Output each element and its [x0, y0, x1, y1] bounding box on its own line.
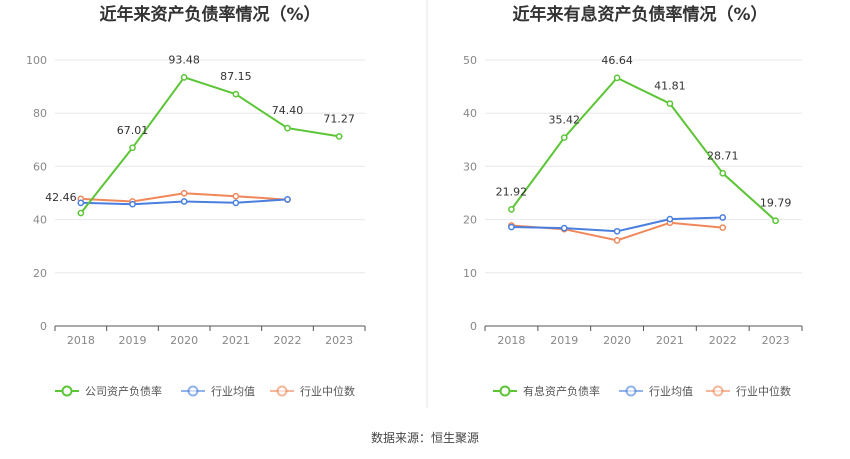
chart1-series-0-point	[77, 209, 85, 217]
chart1-legend-label[interactable]: 公司资产负债率	[85, 384, 162, 398]
chart2-legend-marker[interactable]	[499, 385, 511, 397]
chart2-series-1-point	[560, 224, 568, 232]
chart1-x-tick-label: 2022	[274, 334, 302, 347]
chart2-series-1-point	[613, 227, 621, 235]
chart1-legend-label[interactable]: 行业均值	[211, 385, 255, 398]
chart2-y-tick-label: 30	[463, 160, 477, 173]
chart2-x-tick-label: 2018	[497, 334, 525, 347]
chart1-series-0-point	[129, 144, 136, 152]
chart1-data-label: 42.46	[45, 191, 77, 204]
chart1-series-2-point	[232, 192, 240, 200]
chart2-series-2-point	[719, 224, 727, 231]
chart2-series-1-point	[508, 223, 515, 231]
chart1-data-label: 74.40	[272, 104, 304, 117]
chart2-legend-label[interactable]: 行业均值	[649, 385, 693, 398]
chart2-y-tick-label: 20	[463, 214, 477, 227]
chart1-x-tick-label: 2020	[170, 334, 198, 347]
chart2-series-0-point	[508, 206, 515, 213]
chart2-x-tick-label: 2020	[603, 334, 631, 347]
chart2-series-line-0	[510, 76, 777, 222]
chart2-x-tick-label: 2021	[656, 334, 684, 347]
chart1-y-tick-label: 0	[40, 320, 47, 333]
chart2-series-2-point	[613, 236, 621, 244]
chart2-series-0-point	[719, 169, 727, 177]
chart1-data-label: 67.01	[117, 124, 149, 137]
chart2-x-tick-label: 2023	[762, 334, 790, 347]
chart2-title: 近年来有息资产负债率情况（%）	[512, 4, 767, 25]
chart1-series-line-0	[80, 76, 340, 214]
chart2-y-tick-label: 50	[463, 54, 477, 67]
chart1-legend-marker[interactable]	[276, 385, 288, 397]
chart1-series-0-point	[284, 124, 291, 132]
chart1-series-0-point	[180, 73, 188, 81]
chart1-x-tick-label: 2023	[325, 334, 353, 347]
chart2-legend-label[interactable]: 行业中位数	[736, 384, 791, 398]
chart1-data-label: 93.48	[168, 53, 200, 66]
chart1-y-tick-label: 60	[33, 160, 47, 173]
chart2-data-label: 28.71	[707, 149, 739, 162]
chart2-x-tick-label: 2019	[550, 334, 578, 347]
chart1-legend-marker[interactable]	[187, 385, 199, 397]
chart2-legend-marker[interactable]	[625, 385, 637, 397]
chart2-series-0-point	[613, 74, 621, 82]
chart1-series-1-point	[284, 196, 291, 203]
chart2-series-1-point	[666, 215, 674, 223]
chart1-legend-label[interactable]: 行业中位数	[300, 384, 355, 398]
chart2-y-tick-label: 10	[463, 267, 477, 280]
chart1-y-tick-label: 40	[33, 214, 47, 227]
chart1-series-0-point	[335, 133, 343, 140]
chart1-y-tick-label: 80	[33, 107, 47, 120]
chart2-data-label: 19.79	[760, 197, 792, 210]
chart2-x-tick-label: 2022	[709, 334, 737, 347]
chart1-data-label: 71.27	[323, 112, 355, 125]
chart2-data-label: 41.81	[654, 80, 686, 93]
chart2-series-0-point	[772, 217, 779, 225]
chart2-data-label: 46.64	[601, 54, 633, 67]
chart1-series-1-point	[180, 198, 188, 205]
source-note: 数据来源：恒生聚源	[370, 431, 479, 445]
chart2-series-0-point	[666, 100, 674, 107]
chart1-y-tick-label: 20	[33, 267, 47, 280]
chart2-data-label: 21.92	[496, 185, 528, 198]
chart2-series-1-point	[719, 214, 727, 221]
chart1-legend-marker[interactable]	[61, 385, 73, 397]
chart1-series-0-point	[232, 90, 240, 98]
chart1-data-label: 87.15	[220, 70, 252, 83]
chart2-y-tick-label: 40	[463, 107, 477, 120]
chart1-series-2-point	[180, 189, 188, 197]
chart1-series-1-point	[232, 199, 240, 207]
chart1-series-1-point	[129, 200, 136, 208]
chart1-title: 近年来资产负债率情况（%）	[99, 4, 320, 25]
chart1-x-tick-label: 2019	[119, 334, 147, 347]
chart2-legend-marker[interactable]	[712, 385, 724, 397]
chart2-legend-label[interactable]: 有息资产负债率	[523, 384, 600, 398]
chart2-y-tick-label: 0	[470, 320, 477, 333]
chart1-x-tick-label: 2021	[222, 334, 250, 347]
chart1-y-tick-label: 100	[26, 54, 47, 67]
chart1-x-tick-label: 2018	[67, 334, 95, 347]
chart2-data-label: 35.42	[549, 114, 581, 127]
chart2-series-0-point	[560, 134, 568, 141]
chart1-series-1-point	[77, 199, 85, 207]
